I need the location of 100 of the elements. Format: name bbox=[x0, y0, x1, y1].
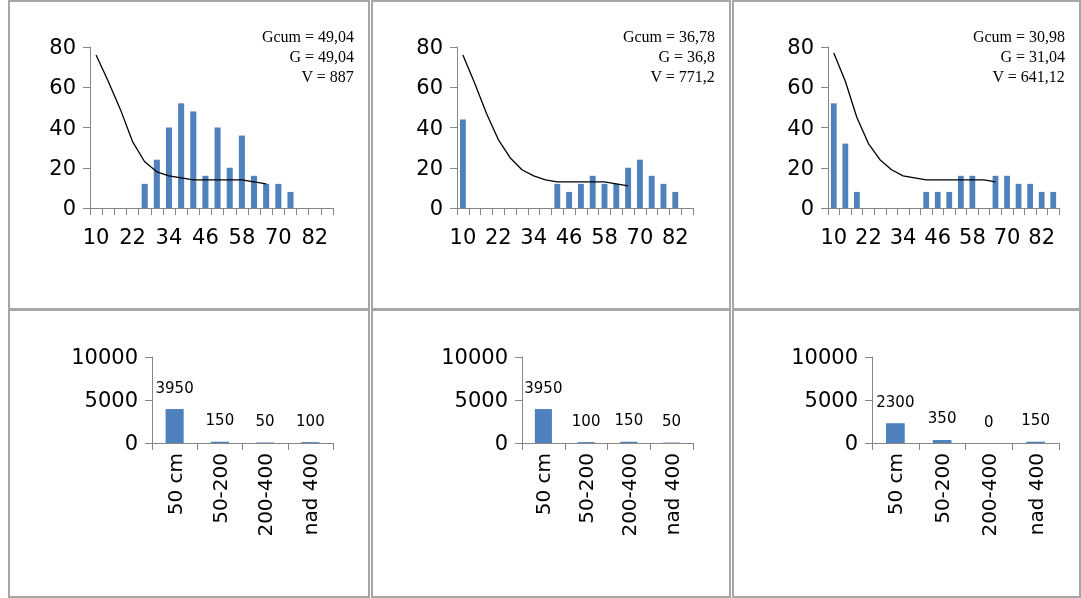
bar bbox=[165, 409, 184, 443]
data-label: 3950 bbox=[155, 378, 194, 397]
bar bbox=[534, 409, 552, 443]
bar bbox=[275, 183, 282, 208]
data-label: 2300 bbox=[876, 392, 915, 411]
bar bbox=[1050, 191, 1057, 208]
x-tick-label: 34 bbox=[520, 224, 548, 249]
y-tick-label: 40 bbox=[787, 115, 814, 140]
x-tick-label: 50-200 bbox=[930, 453, 955, 524]
x-tick-label: 58 bbox=[228, 224, 256, 249]
y-tick-label: 60 bbox=[49, 75, 76, 100]
data-label: 350 bbox=[927, 409, 957, 428]
x-tick-label: 70 bbox=[264, 224, 292, 249]
data-label: 150 bbox=[1021, 411, 1050, 430]
text: Gcum = 36,78 bbox=[622, 27, 715, 45]
x-tick-label: 34 bbox=[155, 224, 183, 249]
bar bbox=[957, 175, 964, 208]
x-tick-label: 22 bbox=[855, 224, 882, 249]
y-tick-label: 20 bbox=[49, 155, 76, 180]
y-tick-label: 40 bbox=[416, 115, 443, 140]
bar bbox=[923, 191, 930, 208]
x-tick-label: 22 bbox=[484, 224, 512, 249]
x-tick-label: 22 bbox=[119, 224, 146, 249]
bar bbox=[636, 159, 643, 208]
bar bbox=[554, 183, 561, 208]
bar bbox=[226, 167, 233, 208]
x-tick-label: 82 bbox=[301, 224, 329, 249]
y-tick-label: 0 bbox=[429, 196, 443, 220]
x-tick-label: 34 bbox=[889, 224, 917, 249]
bar bbox=[853, 191, 860, 208]
y-tick-label: 0 bbox=[62, 196, 76, 220]
bar bbox=[263, 183, 270, 208]
bar bbox=[946, 191, 953, 208]
x-tick-label: 200-400 bbox=[253, 453, 278, 537]
x-tick-label: 82 bbox=[1028, 224, 1056, 249]
bar bbox=[141, 183, 148, 208]
bar bbox=[934, 191, 941, 208]
text: Gcum = 30,98 bbox=[972, 27, 1065, 45]
y-tick-label: 5000 bbox=[454, 388, 508, 412]
bar bbox=[648, 175, 655, 208]
bar bbox=[214, 127, 221, 208]
text: Gcum = 49,04 bbox=[261, 27, 354, 45]
x-tick-label: 50-200 bbox=[207, 453, 232, 524]
x-tick-label: 50-200 bbox=[574, 453, 599, 524]
bar bbox=[969, 175, 976, 208]
y-tick-label: 20 bbox=[787, 155, 814, 180]
data-label: 0 bbox=[984, 412, 994, 431]
bar bbox=[830, 103, 837, 208]
x-tick-label: nad 400 bbox=[1023, 453, 1048, 536]
bar bbox=[202, 175, 209, 208]
x-tick-label: 50 cm bbox=[531, 453, 556, 516]
x-tick-label: 50 cm bbox=[162, 453, 187, 516]
bar bbox=[190, 111, 197, 208]
x-tick-label: nad 400 bbox=[659, 453, 684, 536]
bar bbox=[153, 159, 160, 208]
line-series bbox=[462, 54, 629, 187]
y-tick-label: 0 bbox=[800, 196, 814, 220]
annotation: V = 771,2 bbox=[650, 67, 715, 85]
y-tick-label: 10000 bbox=[441, 345, 508, 369]
bar bbox=[250, 175, 258, 208]
bar bbox=[459, 119, 466, 208]
annotation: G = 31,04 bbox=[1000, 47, 1065, 65]
y-tick-label: 10000 bbox=[791, 345, 858, 369]
bar bbox=[1038, 191, 1045, 208]
bar bbox=[577, 183, 584, 208]
bar bbox=[672, 191, 679, 208]
data-label: 3950 bbox=[524, 378, 563, 397]
y-tick-label: 60 bbox=[416, 75, 443, 100]
y-tick-label: 20 bbox=[416, 155, 443, 180]
line-series bbox=[95, 54, 267, 185]
data-label: 100 bbox=[296, 411, 325, 430]
bar bbox=[566, 191, 573, 208]
bar bbox=[932, 439, 952, 443]
y-tick-label: 80 bbox=[49, 35, 76, 59]
y-tick-label: 80 bbox=[787, 35, 814, 59]
data-label: 150 bbox=[614, 411, 644, 430]
y-tick-label: 5000 bbox=[84, 388, 138, 412]
x-tick-label: 10 bbox=[449, 224, 477, 249]
annotation: G = 49,04 bbox=[289, 47, 354, 65]
y-tick-label: 40 bbox=[49, 115, 76, 140]
data-label: 50 bbox=[255, 412, 275, 431]
y-tick-label: 80 bbox=[416, 35, 443, 59]
x-tick-label: 58 bbox=[591, 224, 618, 249]
bar bbox=[238, 135, 245, 208]
x-tick-label: 200-400 bbox=[616, 453, 641, 537]
x-tick-label: 50 cm bbox=[883, 453, 908, 516]
data-label: 100 bbox=[571, 411, 601, 430]
bar bbox=[287, 191, 294, 208]
x-tick-label: 46 bbox=[192, 224, 219, 249]
x-tick-label: 70 bbox=[626, 224, 654, 249]
x-tick-label: 70 bbox=[993, 224, 1021, 249]
bar bbox=[625, 167, 632, 208]
y-tick-label: 60 bbox=[787, 75, 814, 100]
annotation: V = 887 bbox=[301, 67, 354, 85]
x-tick-label: 46 bbox=[555, 224, 583, 249]
x-tick-label: 82 bbox=[661, 224, 689, 249]
annotation: G = 36,8 bbox=[658, 47, 715, 65]
bar bbox=[178, 103, 185, 208]
y-tick-label: 0 bbox=[494, 431, 508, 455]
x-tick-label: 10 bbox=[820, 224, 848, 249]
